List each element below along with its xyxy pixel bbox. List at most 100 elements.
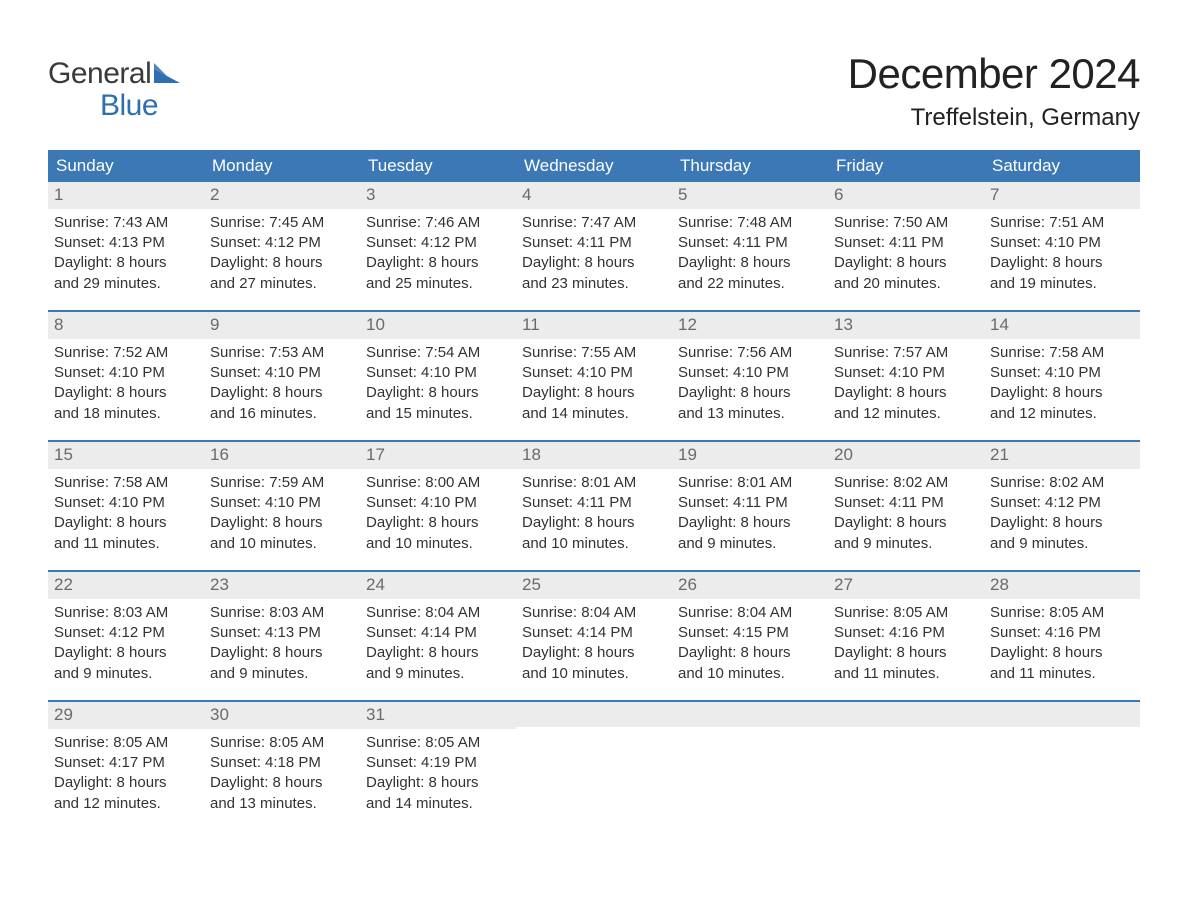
day-line-sunrise: Sunrise: 7:57 AM [834,343,978,363]
day-cell: 28Sunrise: 8:05 AMSunset: 4:16 PMDayligh… [984,572,1140,700]
day-number: 22 [48,572,204,599]
day-cell: 22Sunrise: 8:03 AMSunset: 4:12 PMDayligh… [48,572,204,700]
day-line-sunset: Sunset: 4:18 PM [210,753,354,773]
day-cell: 20Sunrise: 8:02 AMSunset: 4:11 PMDayligh… [828,442,984,570]
day-line-sunset: Sunset: 4:10 PM [210,363,354,383]
day-number-text: 22 [54,575,73,594]
day-body: Sunrise: 7:51 AMSunset: 4:10 PMDaylight:… [984,209,1140,302]
week-row: 1 Sunrise: 7:43 AMSunset: 4:13 PMDaylight… [48,182,1140,310]
day-line-d1: Daylight: 8 hours [990,513,1134,533]
day-number: 21 [984,442,1140,469]
day-line-sunrise: Sunrise: 8:00 AM [366,473,510,493]
day-line-d2: and 11 minutes. [990,664,1134,684]
weekday-header-row: SundayMondayTuesdayWednesdayThursdayFrid… [48,150,1140,182]
day-line-sunset: Sunset: 4:17 PM [54,753,198,773]
header: General Blue December 2024 Treffelstein,… [48,50,1140,132]
page: General Blue December 2024 Treffelstein,… [0,0,1188,870]
day-number-text: 7 [990,185,999,204]
day-cell: 13Sunrise: 7:57 AMSunset: 4:10 PMDayligh… [828,312,984,440]
day-number: 5 [672,182,828,209]
day-line-d2: and 10 minutes. [366,534,510,554]
day-line-d2: and 20 minutes. [834,274,978,294]
day-cell: 19Sunrise: 8:01 AMSunset: 4:11 PMDayligh… [672,442,828,570]
day-number: 26 [672,572,828,599]
day-number: 18 [516,442,672,469]
day-line-d1: Daylight: 8 hours [834,383,978,403]
day-line-sunset: Sunset: 4:15 PM [678,623,822,643]
day-body: Sunrise: 8:05 AMSunset: 4:16 PMDaylight:… [828,599,984,692]
day-line-sunrise: Sunrise: 8:04 AM [678,603,822,623]
month-title: December 2024 [848,50,1140,98]
day-line-sunset: Sunset: 4:13 PM [54,233,198,253]
day-line-d1: Daylight: 8 hours [210,253,354,273]
day-body: Sunrise: 7:43 AMSunset: 4:13 PMDaylight:… [48,209,204,302]
day-number-text: 14 [990,315,1009,334]
day-body: Sunrise: 7:52 AMSunset: 4:10 PMDaylight:… [48,339,204,432]
day-line-d1: Daylight: 8 hours [54,773,198,793]
day-number: 7 [984,182,1140,209]
day-line-d1: Daylight: 8 hours [54,383,198,403]
day-body: Sunrise: 8:01 AMSunset: 4:11 PMDaylight:… [672,469,828,562]
day-number-text: 31 [366,705,385,724]
day-cell: 27Sunrise: 8:05 AMSunset: 4:16 PMDayligh… [828,572,984,700]
day-number-text: 25 [522,575,541,594]
day-number-text: 24 [366,575,385,594]
day-line-d1: Daylight: 8 hours [678,643,822,663]
day-line-d1: Daylight: 8 hours [990,643,1134,663]
day-line-sunrise: Sunrise: 7:58 AM [54,473,198,493]
day-line-sunrise: Sunrise: 8:01 AM [522,473,666,493]
day-number-text: 12 [678,315,697,334]
day-cell [984,702,1140,830]
week-row: 22Sunrise: 8:03 AMSunset: 4:12 PMDayligh… [48,570,1140,700]
day-body: Sunrise: 8:05 AMSunset: 4:17 PMDaylight:… [48,729,204,822]
day-line-sunset: Sunset: 4:12 PM [366,233,510,253]
location: Treffelstein, Germany [848,104,1140,132]
day-line-sunrise: Sunrise: 8:05 AM [210,733,354,753]
day-body: Sunrise: 8:01 AMSunset: 4:11 PMDaylight:… [516,469,672,562]
calendar: SundayMondayTuesdayWednesdayThursdayFrid… [48,150,1140,830]
day-line-d1: Daylight: 8 hours [366,383,510,403]
day-cell: 16Sunrise: 7:59 AMSunset: 4:10 PMDayligh… [204,442,360,570]
day-number-text: 29 [54,705,73,724]
day-line-sunrise: Sunrise: 8:04 AM [366,603,510,623]
day-body: Sunrise: 8:05 AMSunset: 4:16 PMDaylight:… [984,599,1140,692]
day-line-d2: and 9 minutes. [210,664,354,684]
day-line-d1: Daylight: 8 hours [678,253,822,273]
day-line-d1: Daylight: 8 hours [54,643,198,663]
day-line-d1: Daylight: 8 hours [522,513,666,533]
weekday-header: Saturday [984,150,1140,182]
day-cell: 15Sunrise: 7:58 AMSunset: 4:10 PMDayligh… [48,442,204,570]
day-cell: 5Sunrise: 7:48 AMSunset: 4:11 PMDaylight… [672,182,828,310]
day-line-sunrise: Sunrise: 7:51 AM [990,213,1134,233]
day-line-d1: Daylight: 8 hours [366,773,510,793]
day-line-d2: and 9 minutes. [678,534,822,554]
weeks-container: 1 Sunrise: 7:43 AMSunset: 4:13 PMDaylight… [48,182,1140,830]
day-line-sunrise: Sunrise: 8:04 AM [522,603,666,623]
weekday-header: Tuesday [360,150,516,182]
day-cell: 4Sunrise: 7:47 AMSunset: 4:11 PMDaylight… [516,182,672,310]
day-line-sunrise: Sunrise: 7:56 AM [678,343,822,363]
day-cell: 26 Sunrise: 8:04 AMSunset: 4:15 PMDayligh… [672,572,828,700]
day-number-text: 1 [54,185,63,204]
day-line-sunset: Sunset: 4:10 PM [366,363,510,383]
day-number: 9 [204,312,360,339]
day-line-sunrise: Sunrise: 8:05 AM [990,603,1134,623]
day-number: 27 [828,572,984,599]
day-line-d1: Daylight: 8 hours [366,643,510,663]
day-line-d2: and 16 minutes. [210,404,354,424]
day-body: Sunrise: 7:56 AMSunset: 4:10 PMDaylight:… [672,339,828,432]
day-number-text: 26 [678,575,697,594]
logo-row-1: General [48,58,180,90]
day-number: 13 [828,312,984,339]
day-line-sunrise: Sunrise: 7:46 AM [366,213,510,233]
day-number [984,702,1140,727]
week-row: 8Sunrise: 7:52 AMSunset: 4:10 PMDaylight… [48,310,1140,440]
day-line-sunrise: Sunrise: 8:01 AM [678,473,822,493]
logo-mark-icon [154,58,180,90]
day-number: 8 [48,312,204,339]
weekday-header: Monday [204,150,360,182]
day-body: Sunrise: 7:47 AMSunset: 4:11 PMDaylight:… [516,209,672,302]
day-line-sunset: Sunset: 4:16 PM [834,623,978,643]
day-line-sunset: Sunset: 4:19 PM [366,753,510,773]
day-number: 2 [204,182,360,209]
